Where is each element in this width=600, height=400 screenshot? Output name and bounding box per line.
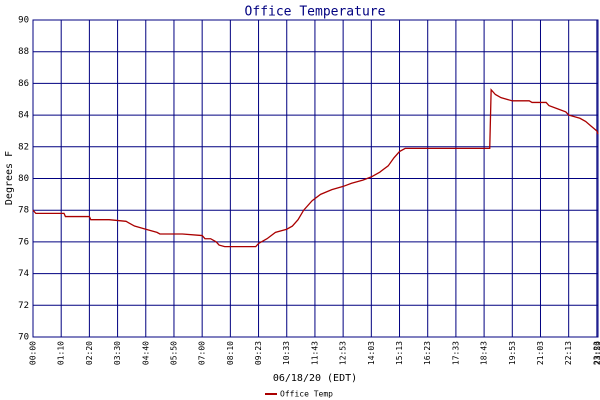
x-tick-label: 00:00 bbox=[29, 341, 38, 365]
y-tick-label: 90 bbox=[18, 16, 29, 26]
x-tick-label: 08:10 bbox=[226, 341, 235, 365]
x-tick-label: 05:50 bbox=[169, 341, 178, 365]
y-tick-label: 86 bbox=[18, 79, 29, 89]
y-tick-label: 80 bbox=[18, 174, 29, 184]
x-tick-label: 14:03 bbox=[367, 341, 376, 365]
y-axis-label: Degrees F bbox=[4, 151, 15, 205]
x-tick-label: 07:00 bbox=[198, 341, 207, 365]
y-tick-label: 72 bbox=[18, 301, 29, 311]
y-tick-label: 82 bbox=[18, 142, 29, 152]
x-tick-label: 15:13 bbox=[395, 341, 404, 365]
y-tick-label: 88 bbox=[18, 47, 29, 57]
x-tick-label: 11:43 bbox=[310, 341, 319, 365]
y-tick-label: 76 bbox=[18, 237, 29, 247]
x-tick-label: 16:23 bbox=[423, 341, 432, 365]
y-tick-label: 84 bbox=[18, 111, 29, 121]
x-tick-label: 18:43 bbox=[480, 341, 489, 365]
legend-label: Office Temp bbox=[280, 390, 333, 399]
x-tick-label: 23:23 bbox=[592, 341, 600, 365]
data-line bbox=[32, 88, 599, 248]
chart-title: Office Temperature bbox=[245, 5, 386, 20]
plot-border bbox=[32, 19, 599, 338]
x-tick-label: 12:53 bbox=[339, 341, 348, 365]
x-tick-label: 09:23 bbox=[254, 341, 263, 365]
x-tick-label: 02:20 bbox=[85, 341, 94, 365]
x-tick-label: 21:03 bbox=[536, 341, 545, 365]
x-tick-label: 03:30 bbox=[113, 341, 122, 365]
x-tick-label: 22:13 bbox=[564, 341, 573, 365]
x-tick-label: 04:40 bbox=[141, 341, 150, 365]
x-tick-label: 17:33 bbox=[451, 341, 460, 365]
y-tick-label: 78 bbox=[18, 206, 29, 216]
x-tick-label: 19:53 bbox=[508, 341, 517, 365]
x-tick-label: 23:59 bbox=[594, 341, 600, 365]
y-tick-label: 70 bbox=[18, 333, 29, 343]
x-tick-label: 10:33 bbox=[282, 341, 291, 365]
x-tick-label: 01:10 bbox=[57, 341, 66, 365]
x-axis-label: 06/18/20 (EDT) bbox=[273, 373, 357, 384]
y-tick-label: 74 bbox=[18, 269, 29, 279]
